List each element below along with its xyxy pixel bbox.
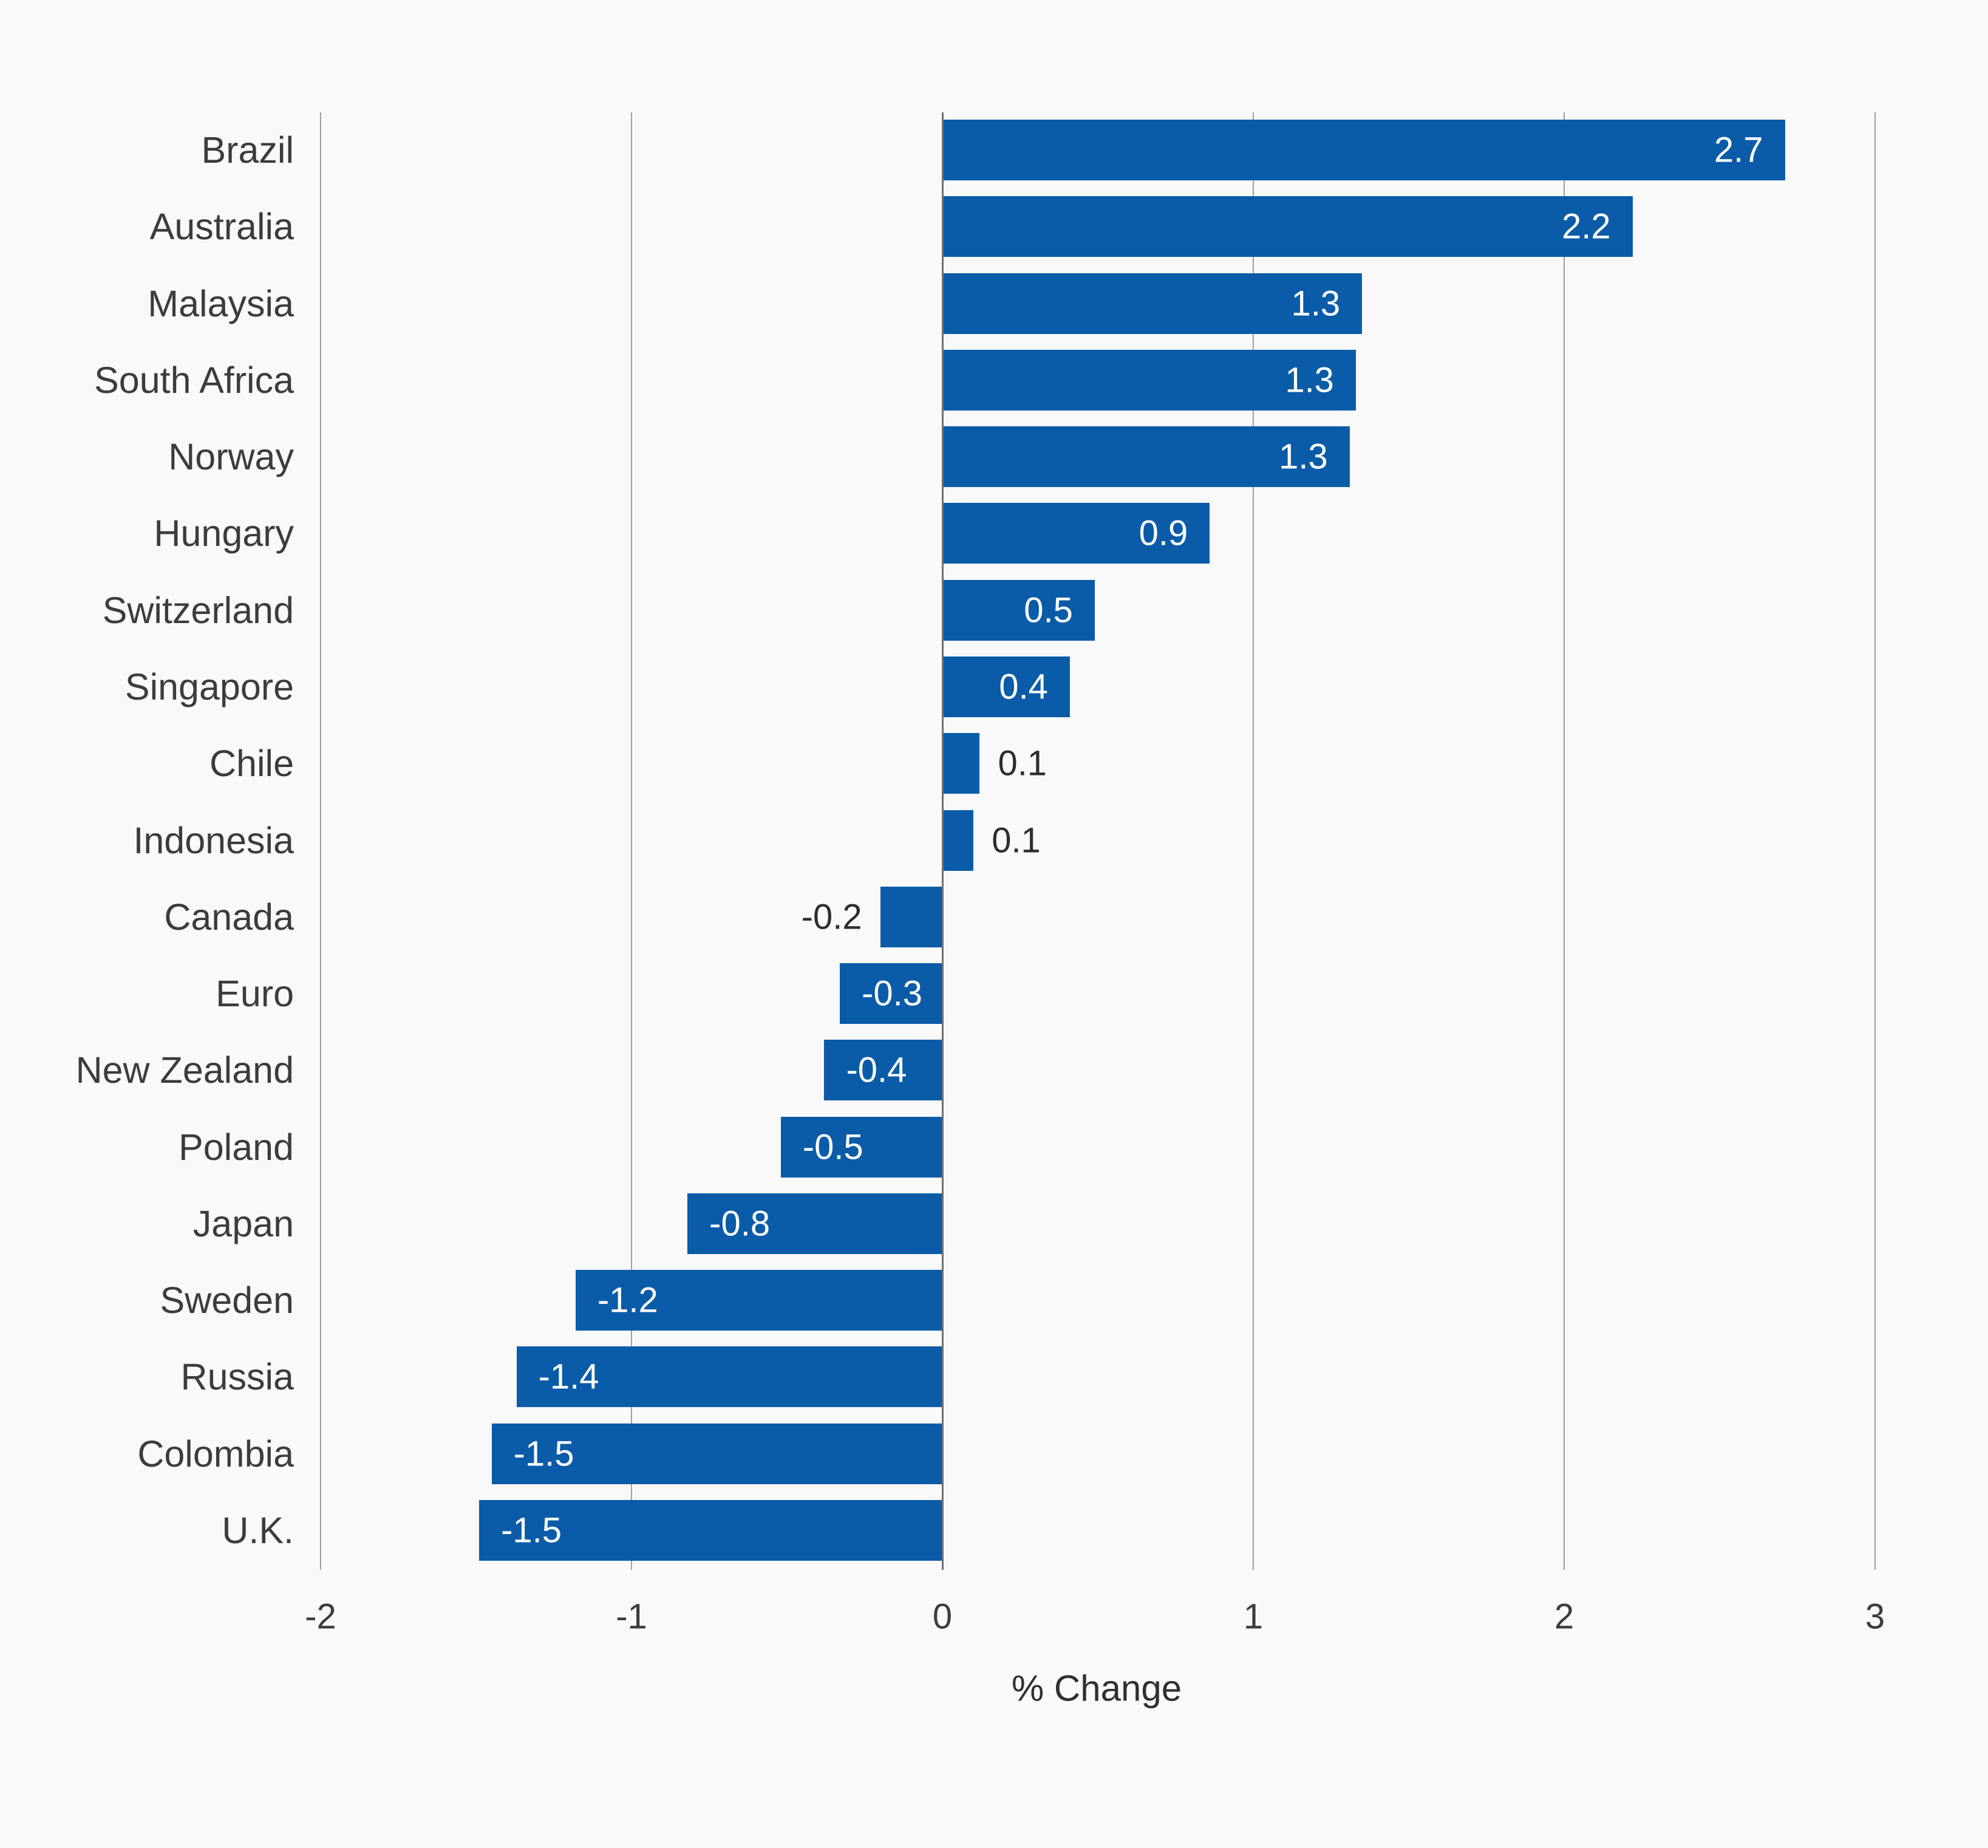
bar-south-africa bbox=[942, 349, 1356, 411]
category-label: Sweden bbox=[160, 1280, 294, 1321]
bar-value-label: 0.5 bbox=[1024, 590, 1073, 630]
x-tick-label-0: 0 bbox=[932, 1597, 953, 1637]
bar-canada bbox=[880, 886, 942, 947]
bar-value-label: -1.4 bbox=[538, 1357, 599, 1397]
category-label: Colombia bbox=[137, 1433, 294, 1475]
gridline-x-2 bbox=[1564, 112, 1565, 1570]
bar-hungary bbox=[942, 503, 1210, 564]
bar-value-label: 2.7 bbox=[1714, 130, 1763, 170]
bar-value-label: -0.8 bbox=[709, 1204, 771, 1244]
category-label: Australia bbox=[149, 206, 294, 248]
bar-u-k- bbox=[479, 1500, 942, 1561]
x-tick-label-2: 2 bbox=[1554, 1597, 1574, 1637]
bar-value-label: -1.5 bbox=[501, 1510, 562, 1550]
x-tick-label--2: -2 bbox=[305, 1597, 336, 1637]
bar-value-label: 1.3 bbox=[1291, 284, 1341, 324]
bar-value-label: -1.5 bbox=[513, 1434, 574, 1474]
x-tick-label-1: 1 bbox=[1243, 1597, 1264, 1637]
category-label: Hungary bbox=[154, 513, 294, 554]
bar-singapore bbox=[942, 656, 1070, 717]
bar-norway bbox=[942, 426, 1350, 488]
bar-value-label: -0.5 bbox=[802, 1127, 863, 1167]
bar-value-label: 0.1 bbox=[998, 743, 1047, 783]
category-label: Malaysia bbox=[148, 282, 294, 324]
category-label: Singapore bbox=[124, 666, 294, 707]
x-tick-label-3: 3 bbox=[1865, 1597, 1885, 1637]
x-tick-label--1: -1 bbox=[616, 1597, 647, 1637]
category-label: New Zealand bbox=[75, 1049, 294, 1091]
bar-switzerland bbox=[942, 579, 1095, 641]
bar-australia bbox=[942, 196, 1633, 257]
bar-indonesia bbox=[942, 810, 974, 871]
category-label: Brazil bbox=[201, 129, 294, 171]
category-label: South Africa bbox=[94, 359, 294, 401]
bar-new-zealand bbox=[824, 1040, 942, 1101]
bar-value-label: 0.4 bbox=[999, 667, 1048, 707]
bar-japan bbox=[687, 1193, 942, 1254]
category-label: Poland bbox=[179, 1126, 294, 1168]
bar-chile bbox=[942, 733, 980, 794]
bar-value-label: -0.4 bbox=[846, 1050, 907, 1090]
x-axis-title: % Change bbox=[1011, 1668, 1182, 1709]
bar-brazil bbox=[942, 120, 1785, 180]
bar-malaysia bbox=[942, 273, 1363, 334]
bar-euro bbox=[840, 963, 942, 1025]
bar-value-label: 1.3 bbox=[1279, 437, 1328, 477]
bar-sweden bbox=[575, 1270, 942, 1331]
category-label: Canada bbox=[164, 896, 294, 938]
gridline-x--1 bbox=[631, 112, 632, 1570]
bar-colombia bbox=[491, 1423, 942, 1484]
gridline-x--2 bbox=[320, 112, 321, 1570]
category-label: Chile bbox=[209, 743, 294, 785]
bar-russia bbox=[516, 1346, 942, 1408]
bar-value-label: -1.2 bbox=[597, 1280, 658, 1320]
bar-value-label: -0.3 bbox=[862, 973, 922, 1014]
bar-value-label: 2.2 bbox=[1561, 206, 1611, 247]
gridline-x-3 bbox=[1874, 112, 1876, 1570]
gridline-x-1 bbox=[1253, 112, 1254, 1570]
bar-value-label: -0.2 bbox=[801, 897, 862, 937]
category-label: U.K. bbox=[222, 1510, 294, 1552]
zero-axis-line bbox=[942, 112, 944, 1570]
category-label: Switzerland bbox=[102, 589, 294, 631]
category-label: Norway bbox=[168, 436, 294, 478]
category-label: Indonesia bbox=[133, 819, 294, 861]
category-label: Russia bbox=[180, 1356, 294, 1398]
bar-value-label: 0.9 bbox=[1139, 513, 1188, 553]
category-label: Euro bbox=[216, 973, 294, 1015]
bar-value-label: 1.3 bbox=[1285, 360, 1334, 400]
bar-poland bbox=[780, 1116, 942, 1178]
category-label: Japan bbox=[192, 1202, 294, 1244]
bar-value-label: 0.1 bbox=[992, 820, 1041, 861]
